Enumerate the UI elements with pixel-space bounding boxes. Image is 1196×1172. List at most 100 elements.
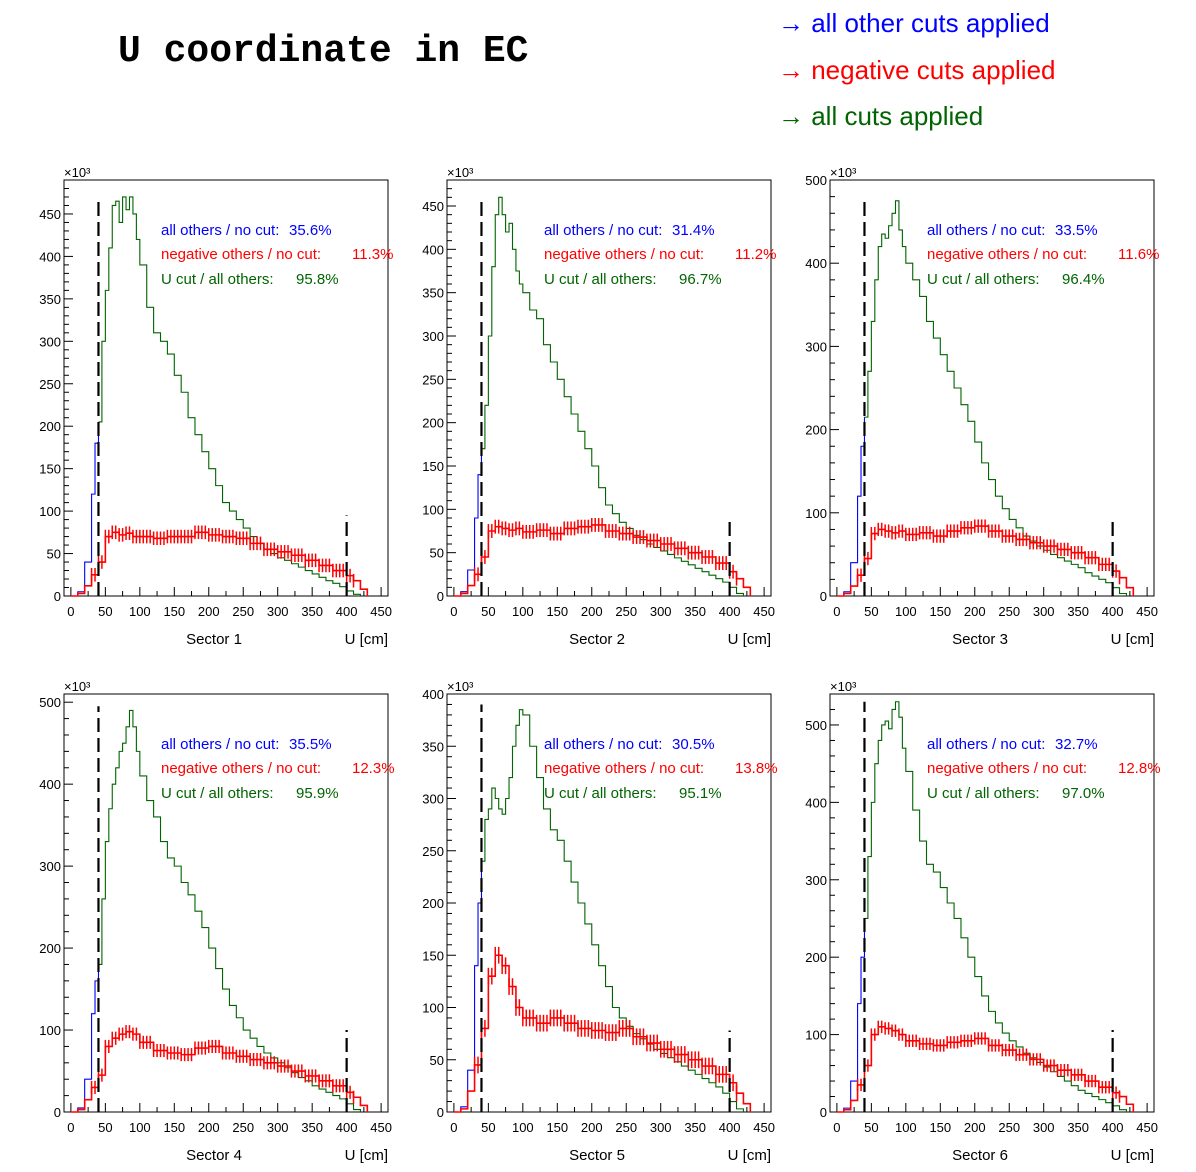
stat-negative-others-label: negative others / no cut: — [161, 760, 321, 777]
x-tick-label: 400 — [719, 604, 741, 619]
x-tick-label: 450 — [1136, 604, 1158, 619]
y-tick-label: 0 — [54, 589, 61, 604]
x-tick-label: 100 — [129, 604, 151, 619]
stat-all-others-value: 35.6% — [289, 222, 332, 239]
y-tick-label: 300 — [805, 339, 827, 354]
stat-ucut-label: U cut / all others: — [927, 271, 1040, 288]
x-tick-label: 300 — [1033, 1120, 1055, 1135]
y-exponent-label: ×10³ — [447, 679, 474, 694]
x-axis-label: U [cm] — [1111, 1147, 1154, 1164]
x-tick-label: 200 — [198, 604, 220, 619]
stat-negative-others-value: 11.3% — [352, 246, 393, 263]
x-tick-label: 200 — [198, 1120, 220, 1135]
stat-all-others-label: all others / no cut: — [161, 736, 279, 753]
y-tick-label: 250 — [39, 377, 61, 392]
x-tick-label: 100 — [895, 1120, 917, 1135]
stat-all-others-value: 33.5% — [1055, 222, 1098, 239]
y-tick-label: 0 — [437, 1105, 444, 1120]
x-tick-label: 200 — [581, 1120, 603, 1135]
y-tick-label: 100 — [805, 1028, 827, 1043]
x-tick-label: 250 — [232, 1120, 254, 1135]
all-cuts-curve — [98, 196, 361, 596]
x-tick-label: 0 — [450, 604, 457, 619]
stat-all-others-label: all others / no cut: — [927, 736, 1045, 753]
all-others-curve — [453, 861, 483, 1113]
stat-all-others-label: all others / no cut: — [544, 222, 662, 239]
stat-all-others-value: 32.7% — [1055, 736, 1098, 753]
y-tick-label: 250 — [422, 844, 444, 859]
y-tick-label: 200 — [422, 896, 444, 911]
y-tick-label: 100 — [39, 504, 61, 519]
x-tick-label: 200 — [964, 604, 986, 619]
x-tick-label: 100 — [895, 604, 917, 619]
sector-panel-6: 0 50 100 150 200 250 300 350 400 450 0 100 200 300 400… — [805, 679, 1160, 1164]
stat-negative-others-value: 12.3% — [352, 760, 395, 777]
x-tick-label: 400 — [336, 1120, 358, 1135]
x-axis-label: U [cm] — [1111, 631, 1154, 648]
y-tick-label: 200 — [39, 941, 61, 956]
x-tick-label: 100 — [512, 1120, 534, 1135]
y-tick-label: 0 — [820, 1105, 827, 1120]
x-tick-label: 200 — [964, 1120, 986, 1135]
x-tick-label: 0 — [67, 1120, 74, 1135]
y-tick-label: 300 — [805, 873, 827, 888]
y-tick-label: 400 — [805, 795, 827, 810]
x-tick-label: 350 — [684, 604, 706, 619]
y-tick-label: 0 — [820, 589, 827, 604]
x-tick-label: 100 — [129, 1120, 151, 1135]
x-tick-label: 450 — [370, 604, 392, 619]
x-tick-label: 250 — [998, 1120, 1020, 1135]
stat-ucut-value: 95.9% — [296, 785, 339, 802]
stat-ucut-label: U cut / all others: — [161, 271, 274, 288]
sector-label: Sector 4 — [186, 1147, 242, 1164]
y-tick-label: 0 — [437, 589, 444, 604]
legend-negative-cuts: → negative cuts applied — [778, 55, 1056, 85]
x-tick-label: 300 — [650, 1120, 672, 1135]
y-tick-label: 200 — [805, 950, 827, 965]
x-tick-label: 450 — [370, 1120, 392, 1135]
y-exponent-label: ×10³ — [64, 165, 91, 180]
stat-all-others-label: all others / no cut: — [161, 222, 279, 239]
x-tick-label: 400 — [336, 604, 358, 619]
y-tick-label: 100 — [39, 1023, 61, 1038]
y-tick-label: 500 — [39, 695, 61, 710]
stat-ucut-value: 95.8% — [296, 271, 339, 288]
stat-ucut-value: 96.7% — [679, 271, 722, 288]
y-tick-label: 350 — [422, 739, 444, 754]
y-tick-label: 350 — [422, 286, 444, 301]
x-axis-label: U [cm] — [345, 1147, 388, 1164]
x-tick-label: 450 — [1136, 1120, 1158, 1135]
y-tick-label: 50 — [430, 546, 444, 561]
all-cuts-curve — [481, 196, 744, 596]
y-exponent-label: ×10³ — [830, 679, 857, 694]
y-tick-label: 400 — [39, 249, 61, 264]
sector-panel-4: 0 50 100 150 200 250 300 350 400 450 0 100 200 300 400… — [39, 679, 394, 1164]
y-tick-label: 400 — [422, 687, 444, 702]
x-tick-label: 0 — [833, 604, 840, 619]
y-tick-label: 500 — [805, 718, 827, 733]
sector-label: Sector 6 — [952, 1147, 1008, 1164]
x-tick-label: 150 — [546, 1120, 568, 1135]
sector-panel-1: 0 50 100 150 200 250 300 350 400 450 0 50 100 150 200 2… — [39, 165, 393, 648]
sector-label: Sector 3 — [952, 631, 1008, 648]
x-tick-label: 50 — [98, 1120, 112, 1135]
x-tick-label: 350 — [301, 604, 323, 619]
x-tick-label: 50 — [481, 604, 495, 619]
x-tick-label: 400 — [1102, 1120, 1124, 1135]
stat-negative-others-label: negative others / no cut: — [927, 760, 1087, 777]
stat-negative-others-value: 11.2% — [735, 246, 776, 263]
x-tick-label: 50 — [98, 604, 112, 619]
x-tick-label: 150 — [929, 604, 951, 619]
x-tick-label: 250 — [232, 604, 254, 619]
stat-ucut-value: 96.4% — [1062, 271, 1105, 288]
stat-all-others-value: 35.5% — [289, 736, 332, 753]
y-tick-label: 100 — [422, 502, 444, 517]
x-axis-label: U [cm] — [728, 1147, 771, 1164]
y-tick-label: 350 — [39, 292, 61, 307]
x-tick-label: 450 — [753, 1120, 775, 1135]
stat-all-others-value: 31.4% — [672, 222, 715, 239]
y-tick-label: 400 — [39, 777, 61, 792]
stat-all-others-label: all others / no cut: — [544, 736, 662, 753]
x-tick-label: 250 — [998, 604, 1020, 619]
